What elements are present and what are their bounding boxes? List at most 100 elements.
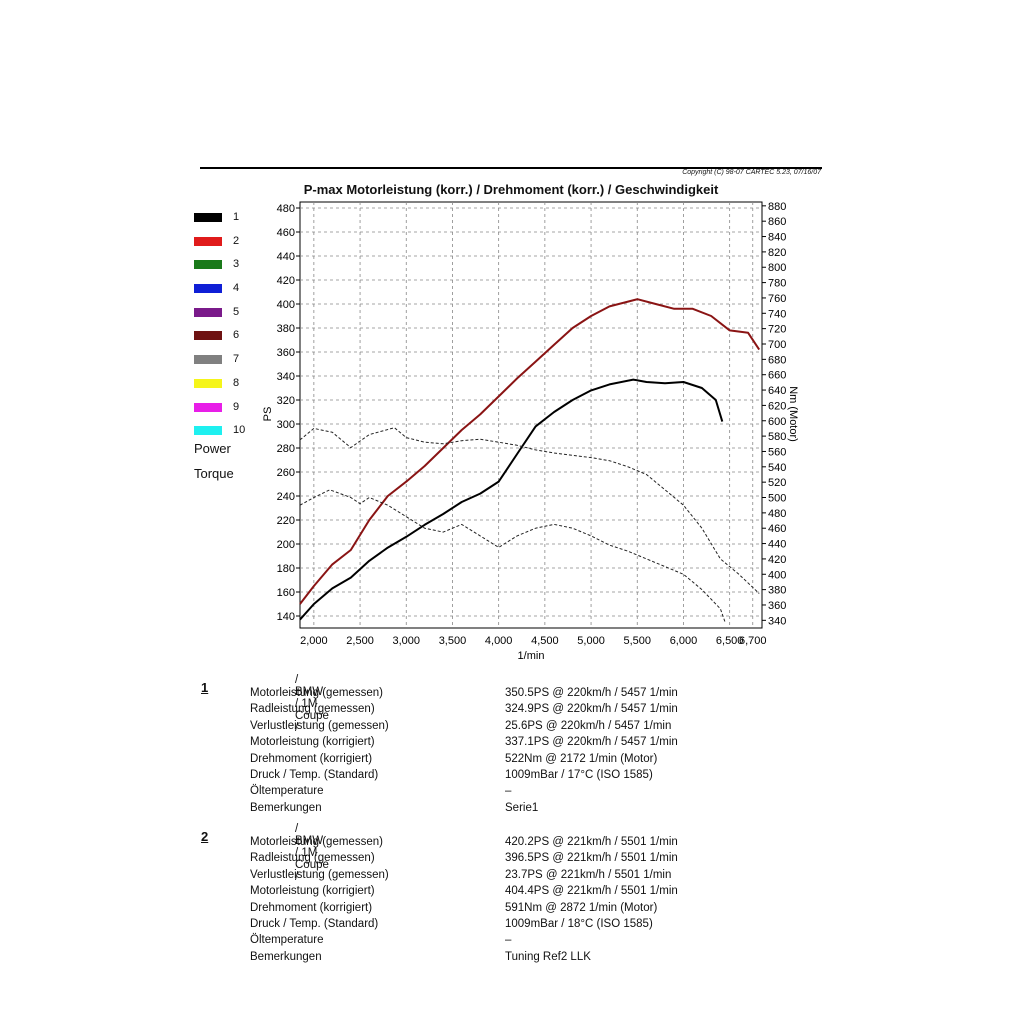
y-right-tick-label: 480 — [768, 508, 786, 520]
vehicle-name: / BMW / 1M Coupe / — [295, 823, 329, 883]
y-right-tick-label: 460 — [768, 523, 786, 535]
legend-swatch — [194, 260, 222, 270]
result-row: Verlustleistung (gemessen) 23.7PS @ 221km… — [250, 869, 770, 885]
series-power-2-line — [299, 298, 761, 605]
result-row-value: 350.5PS @ 220km/h / 5457 1/min — [505, 687, 678, 699]
legend-torque-label: Torque — [194, 466, 234, 481]
series-power-1-line — [299, 378, 724, 621]
x-tick-label: 3,500 — [439, 635, 467, 647]
y-right-axis-label: Nm (Motor) — [787, 386, 799, 442]
result-row-value: 522Nm @ 2172 1/min (Motor) — [505, 752, 658, 765]
legend-power-label: Power — [194, 441, 231, 456]
y-left-tick-label: 460 — [277, 227, 295, 239]
result-row: Radleistung (gemessen) 324.9PS @ 220km/h … — [250, 703, 770, 719]
legend-label: 7 — [233, 353, 240, 366]
legend-label: 2 — [233, 234, 240, 247]
result-row: Drehmoment (korrigiert) 522Nm @ 2172 1/mi… — [250, 753, 770, 769]
y-right-tick-label: 520 — [768, 477, 786, 489]
x-tick-label: 6,700 — [739, 635, 767, 647]
y-right-tick-label: 560 — [768, 446, 786, 458]
y-left-tick-label: 280 — [277, 443, 295, 455]
copyright-text: Copyright (C) 98-07 CARTEC 5.23, 07/16/0… — [682, 169, 821, 176]
x-tick-label: 6,000 — [670, 635, 698, 647]
result-row-label: Druck / Temp. (Standard) — [250, 918, 379, 930]
result-row-value: Tuning Ref2 LLK — [505, 950, 591, 963]
y-left-tick-label: 140 — [277, 611, 295, 623]
result-row-value: 591Nm @ 2872 1/min (Motor) — [505, 901, 658, 914]
result-row: Bemerkungen Serie1 — [250, 802, 770, 818]
dyno-chart: 2,000 2,500 3,000 3,500 4,000 4,500 5,000 5,500… — [262, 201, 799, 662]
y-right-tick-label: 880 — [768, 201, 786, 213]
y-left-tick-label: 220 — [277, 515, 295, 527]
legend-label: 10 — [233, 424, 246, 437]
result-row-label: Radleistung (gemessen) — [250, 703, 375, 716]
result-row-label: Radleistung (gemessen) — [250, 852, 375, 865]
y-right-tick-label: 680 — [768, 354, 786, 366]
y-right-tick-label: 660 — [768, 370, 786, 382]
vehicle-name: / BMW / 1M Coupe / — [295, 674, 329, 734]
legend-swatch — [194, 284, 222, 294]
result-row: Motorleistung (gemessen) 420.2PS @ 221km/… — [250, 836, 770, 852]
y-right-tick-label: 600 — [768, 416, 786, 428]
result-row: Motorleistung (korrigiert) 404.4PS @ 221k… — [250, 885, 770, 901]
legend-swatch — [194, 402, 222, 412]
y-right-tick-label: 640 — [768, 385, 786, 397]
y-left-axis-label: PS — [262, 407, 274, 422]
result-row-label: Motorleistung (korrigiert) — [250, 736, 375, 749]
result-row-label: Öltemperature — [250, 934, 324, 947]
y-left-tick-label: 320 — [277, 395, 295, 407]
y-right-tick-label: 720 — [768, 324, 786, 336]
y-left-tick-label: 200 — [277, 539, 295, 551]
y-left-tick-label: 400 — [277, 299, 295, 311]
result-row-label: Druck / Temp. (Standard) — [250, 769, 379, 781]
y-right-tick-label: 840 — [768, 232, 786, 244]
result-row: Drehmoment (korrigiert) 591Nm @ 2872 1/mi… — [250, 902, 770, 918]
result-row-value: 324.9PS @ 220km/h / 5457 1/min — [505, 703, 678, 716]
result-row-value: – — [505, 934, 512, 947]
y-right-tick-label: 580 — [768, 431, 786, 443]
legend-label: 1 — [233, 211, 240, 223]
legend-swatch — [194, 236, 222, 246]
result-row-label: Drehmoment (korrigiert) — [250, 901, 373, 914]
header-rule — [200, 167, 822, 169]
y-right-tick-label: 620 — [768, 400, 786, 412]
legend-label: 5 — [233, 305, 240, 318]
y-left-tick-label: 160 — [277, 587, 295, 599]
result-row-value: 404.4PS @ 221km/h / 5501 1/min — [505, 885, 678, 898]
y-right-tick-label: 540 — [768, 462, 786, 474]
x-axis-label: 1/min — [518, 650, 545, 662]
y-right-tick-label: 860 — [768, 216, 786, 228]
y-right-tick-label: 340 — [768, 615, 786, 627]
result-row: Druck / Temp. (Standard) 1009mBar / 17°C … — [250, 769, 770, 785]
y-right-tick-label: 360 — [768, 600, 786, 612]
y-right-tick-label: 700 — [768, 339, 786, 351]
x-tick-label: 3,000 — [392, 635, 420, 647]
legend-label: 4 — [233, 282, 240, 295]
legend-label: 9 — [233, 400, 240, 413]
y-right-tick-label: 440 — [768, 539, 786, 551]
y-left-tick-label: 180 — [277, 563, 295, 575]
result-row-value: 337.1PS @ 220km/h / 5457 1/min — [505, 736, 678, 749]
y-right-tick-label: 800 — [768, 262, 786, 274]
x-tick-label: 2,000 — [300, 635, 328, 647]
y-left-tick-label: 240 — [277, 491, 295, 503]
series-torque-1-line — [299, 489, 726, 623]
x-tick-label: 4,500 — [531, 635, 559, 647]
x-tick-label: 4,000 — [485, 635, 513, 647]
y-left-tick-label: 480 — [277, 203, 295, 215]
result-row: Druck / Temp. (Standard) 1009mBar / 18°C … — [250, 918, 770, 934]
legend-label: 8 — [233, 376, 240, 389]
result-row-label: Verlustleistung (gemessen) — [250, 868, 389, 881]
y-left-tick-label: 300 — [277, 419, 295, 431]
result-row: Verlustleistung (gemessen) 25.6PS @ 220km… — [250, 720, 770, 736]
legend-swatch — [194, 378, 222, 388]
result-row-value: 1009mBar / 18°C (ISO 1585) — [505, 918, 653, 930]
result-number: 1 — [201, 680, 209, 695]
legend-swatch — [194, 355, 222, 365]
x-tick-label: 5,000 — [577, 635, 605, 647]
series-torque-2-line — [299, 427, 760, 594]
result-row: Motorleistung (korrigiert) 337.1PS @ 220k… — [250, 736, 770, 752]
result-row-value: Serie1 — [505, 801, 539, 814]
result-row-value: 396.5PS @ 221km/h / 5501 1/min — [505, 852, 678, 865]
